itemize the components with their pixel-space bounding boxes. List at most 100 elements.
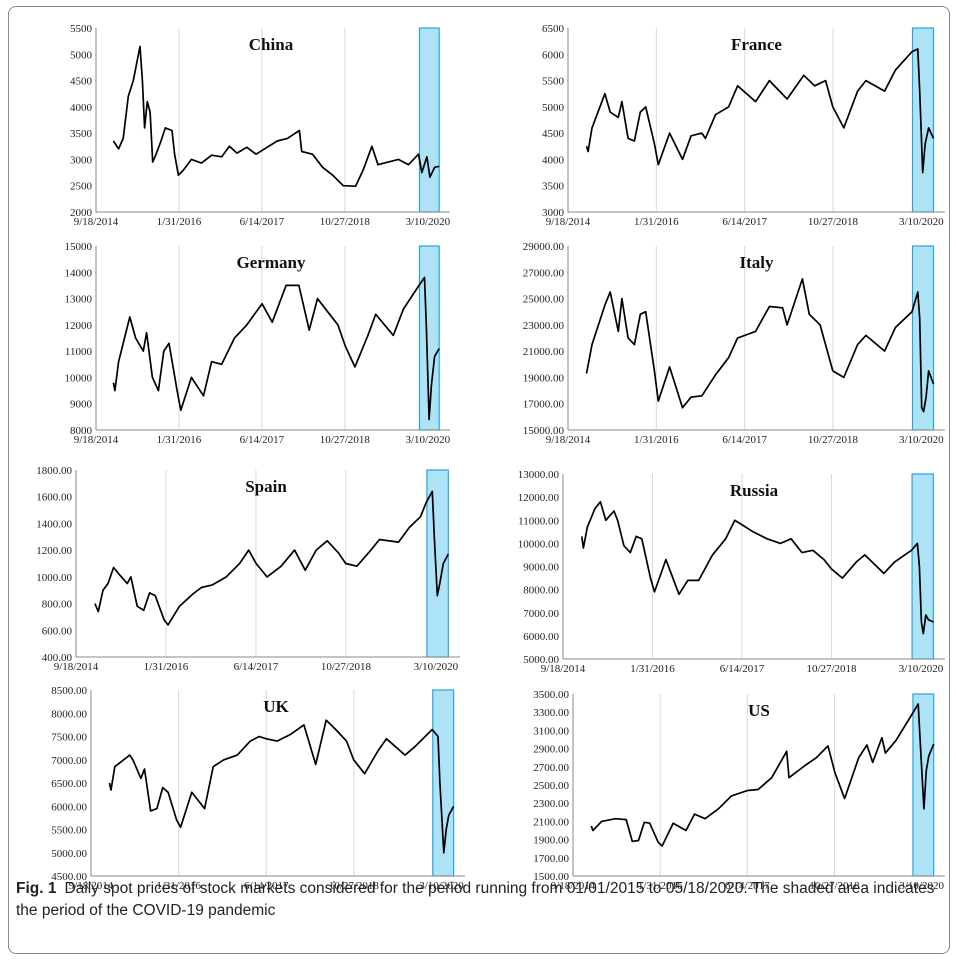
- y-tick-label: 6000.00: [51, 801, 87, 813]
- x-tick-label: 10/27/2018: [329, 880, 380, 892]
- y-tick-label: 2500: [70, 181, 93, 193]
- x-tick-label: 1/31/2016: [157, 216, 202, 228]
- y-tick-label: 1700.00: [533, 853, 569, 865]
- y-tick-label: 1600.00: [36, 492, 72, 504]
- chart-panel-germany: 9/18/2014 1/31/2016 6/14/2017 10/27/2018 3/1…: [65, 241, 451, 446]
- y-tick-label: 4500: [70, 76, 93, 88]
- x-tick-label: 9/18/2014: [74, 216, 119, 228]
- y-tick-label: 1800.00: [36, 465, 72, 477]
- x-tick-label: 3/10/2020: [899, 216, 944, 228]
- x-tick-label: 6/14/2017: [722, 434, 767, 446]
- chart-panel-spain: 9/18/2014 1/31/2016 6/14/2017 10/27/2018 3/1…: [36, 465, 460, 673]
- price-line: [585, 278, 935, 413]
- y-tick-label: 6500.00: [51, 778, 87, 790]
- y-tick-label: 27000.00: [523, 267, 565, 279]
- chart-title: Spain: [245, 477, 287, 496]
- x-tick-label: 10/27/2018: [320, 434, 371, 446]
- y-tick-label: 1400.00: [36, 518, 72, 530]
- y-tick-label: 400.00: [42, 652, 73, 664]
- x-tick-label: 1/31/2016: [144, 661, 189, 673]
- y-tick-label: 12000.00: [518, 492, 560, 504]
- chart-title: UK: [263, 697, 289, 716]
- y-tick-label: 15000.00: [523, 425, 565, 437]
- y-tick-label: 2700.00: [533, 762, 569, 774]
- x-tick-label: 1/31/2016: [156, 880, 201, 892]
- y-tick-label: 11000.00: [518, 515, 559, 527]
- chart-panel-uk: 9/18/2014 1/31/2016 6/14/2017 10/27/2018 3/1…: [51, 685, 465, 892]
- y-tick-label: 9000.00: [523, 562, 559, 574]
- y-tick-label: 5500: [542, 76, 565, 88]
- x-tick-label: 10/27/2018: [809, 880, 860, 892]
- x-tick-label: 3/10/2020: [899, 434, 944, 446]
- figure-caption: Fig. 1 Daily spot prices of stock markets…: [16, 878, 946, 922]
- y-tick-label: 13000: [65, 294, 93, 306]
- chart-title: Germany: [237, 253, 306, 272]
- y-tick-label: 5500: [70, 23, 93, 35]
- y-tick-label: 19000.00: [523, 372, 565, 384]
- y-tick-label: 5000.00: [51, 848, 87, 860]
- y-tick-label: 10000: [65, 372, 93, 384]
- x-tick-label: 6/14/2017: [240, 434, 285, 446]
- x-tick-label: 6/14/2017: [725, 880, 770, 892]
- chart-panel-france: 9/18/2014 1/31/2016 6/14/2017 10/27/2018 3/1…: [542, 23, 945, 228]
- y-tick-label: 13000.00: [518, 469, 560, 481]
- x-tick-label: 3/10/2020: [405, 216, 450, 228]
- x-tick-label: 6/14/2017: [720, 663, 765, 675]
- y-tick-label: 3000: [70, 154, 93, 166]
- y-tick-label: 15000: [65, 241, 93, 253]
- chart-panel-us: 9/18/2014 1/31/2016 6/14/2017 10/27/2018 3/1…: [533, 689, 945, 892]
- y-tick-label: 11000: [65, 346, 93, 358]
- y-tick-label: 600.00: [42, 625, 73, 637]
- x-tick-label: 10/27/2018: [808, 434, 859, 446]
- chart-title: US: [748, 701, 770, 720]
- x-tick-label: 9/18/2014: [546, 434, 591, 446]
- y-tick-label: 6500: [542, 23, 565, 35]
- y-tick-label: 1000.00: [36, 572, 72, 584]
- y-tick-label: 8500.00: [51, 685, 87, 697]
- x-tick-label: 1/31/2016: [634, 434, 679, 446]
- x-tick-label: 3/10/2020: [414, 661, 459, 673]
- x-tick-label: 1/31/2016: [157, 434, 202, 446]
- chart-title: Italy: [740, 253, 775, 272]
- x-tick-label: 6/14/2017: [240, 216, 285, 228]
- chart-panel-china: 9/18/2014 1/31/2016 6/14/2017 10/27/2018 3/1…: [70, 23, 451, 228]
- y-tick-label: 5000.00: [523, 654, 559, 666]
- chart-title: China: [249, 35, 294, 54]
- price-line: [94, 490, 450, 626]
- x-tick-label: 10/27/2018: [321, 661, 372, 673]
- y-tick-label: 2500.00: [533, 780, 569, 792]
- covid-shaded-area: [418, 27, 440, 213]
- y-tick-label: 5000: [542, 102, 565, 114]
- x-tick-label: 6/14/2017: [244, 880, 289, 892]
- y-tick-label: 1500.00: [533, 871, 569, 883]
- y-tick-label: 1900.00: [533, 835, 569, 847]
- y-tick-label: 23000.00: [523, 320, 565, 332]
- covid-shaded-area: [426, 469, 449, 658]
- y-tick-label: 17000.00: [523, 399, 565, 411]
- y-tick-label: 14000: [65, 267, 93, 279]
- x-tick-label: 10/27/2018: [320, 216, 371, 228]
- y-tick-label: 800.00: [42, 599, 73, 611]
- chart-panel-italy: 9/18/2014 1/31/2016 6/14/2017 10/27/2018 3/1…: [523, 241, 945, 446]
- y-tick-label: 2300.00: [533, 798, 569, 810]
- chart-panel-russia: 9/18/2014 1/31/2016 6/14/2017 10/27/2018 3/1…: [518, 469, 945, 675]
- y-tick-label: 10000.00: [518, 538, 560, 550]
- x-tick-label: 3/10/2020: [419, 880, 464, 892]
- y-tick-label: 1200.00: [36, 545, 72, 557]
- y-tick-label: 3000: [542, 207, 565, 219]
- y-tick-label: 4500.00: [51, 871, 87, 883]
- y-tick-label: 2900.00: [533, 744, 569, 756]
- x-tick-label: 3/10/2020: [899, 663, 944, 675]
- price-line: [108, 719, 455, 854]
- y-tick-label: 7500.00: [51, 732, 87, 744]
- x-tick-label: 9/18/2014: [54, 661, 99, 673]
- y-tick-label: 3100.00: [533, 725, 569, 737]
- x-tick-label: 9/18/2014: [541, 663, 586, 675]
- x-tick-label: 6/14/2017: [234, 661, 279, 673]
- y-tick-label: 8000.00: [523, 585, 559, 597]
- y-tick-label: 7000.00: [51, 755, 87, 767]
- covid-shaded-area: [911, 245, 935, 431]
- y-tick-label: 3500.00: [533, 689, 569, 701]
- x-tick-label: 9/18/2014: [551, 880, 596, 892]
